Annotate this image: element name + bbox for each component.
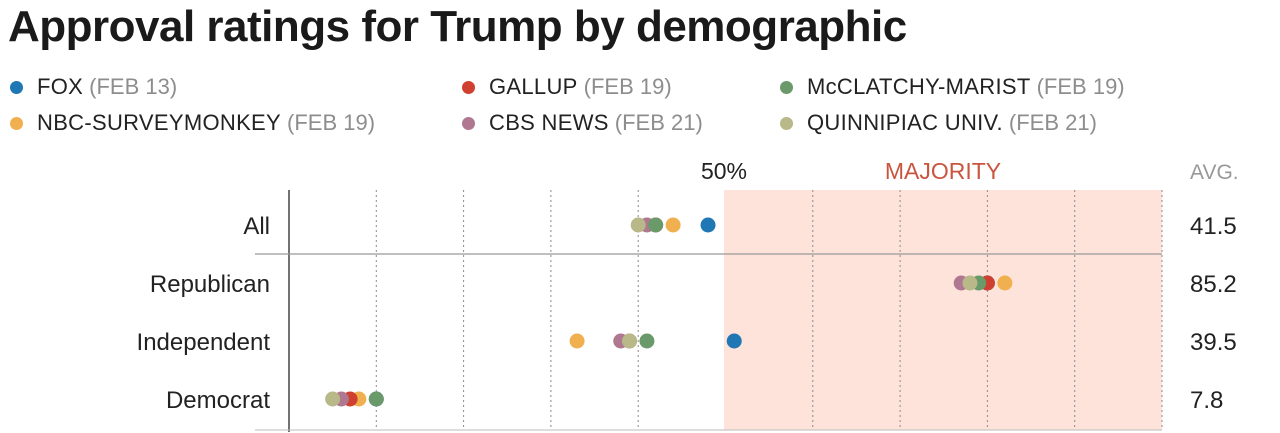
average-value: 39.5 <box>1190 329 1237 356</box>
legend-swatch <box>462 116 475 130</box>
legend-swatch <box>462 80 475 94</box>
data-point <box>630 217 646 233</box>
category-label: Democrat <box>166 387 270 414</box>
chart-title: Approval ratings for Trump by demographi… <box>8 2 907 51</box>
legend-item-mcclatchy-marist: McCLATCHY-MARIST (FEB 19) <box>780 72 1125 102</box>
legend-item-nbc-surveymonkey: NBC-SURVEYMONKEY (FEB 19) <box>10 108 375 138</box>
data-point <box>962 275 978 291</box>
legend-date: (FEB 21) <box>1008 110 1097 135</box>
legend-date: (FEB 19) <box>1036 74 1125 99</box>
category-labels: All Republican Independent Democrat <box>137 213 271 414</box>
legend-item-fox: FOX (FEB 13) <box>10 72 177 102</box>
reference-line-label: 50% <box>701 158 747 184</box>
legend-item-cbs-news: CBS NEWS (FEB 21) <box>462 108 703 138</box>
data-point <box>325 391 341 407</box>
legend: FOX (FEB 13) NBC-SURVEYMONKEY (FEB 19) G… <box>10 72 1260 142</box>
data-point <box>639 333 655 349</box>
legend-label: NBC-SURVEYMONKEY <box>37 110 281 135</box>
legend-swatch <box>10 116 23 130</box>
data-point <box>665 217 681 233</box>
majority-label: MAJORITY <box>885 158 1001 184</box>
legend-label: FOX <box>37 74 84 99</box>
legend-item-gallup: GALLUP (FEB 19) <box>462 72 672 102</box>
data-point <box>726 333 742 349</box>
category-label: All <box>243 213 270 240</box>
average-value: 7.8 <box>1190 387 1223 414</box>
data-point <box>569 333 585 349</box>
average-values: 41.5 85.2 39.5 7.8 <box>1190 213 1237 414</box>
legend-label: McCLATCHY-MARIST <box>807 74 1031 99</box>
average-value: 41.5 <box>1190 213 1237 240</box>
average-value: 85.2 <box>1190 271 1237 298</box>
data-point <box>368 391 384 407</box>
data-point <box>648 217 664 233</box>
avg-header: AVG. <box>1190 161 1239 184</box>
majority-region <box>724 190 1162 430</box>
legend-label: GALLUP <box>489 74 578 99</box>
category-label: Independent <box>137 329 271 356</box>
data-point <box>700 217 716 233</box>
legend-date: (FEB 19) <box>583 74 672 99</box>
data-points <box>325 217 1013 407</box>
legend-item-quinnipiac: QUINNIPIAC UNIV. (FEB 21) <box>780 108 1097 138</box>
data-point <box>997 275 1013 291</box>
legend-label: CBS NEWS <box>489 110 609 135</box>
legend-swatch <box>780 80 793 94</box>
legend-date: (FEB 21) <box>614 110 703 135</box>
category-label: Republican <box>150 271 270 298</box>
data-point <box>621 333 637 349</box>
legend-date: (FEB 13) <box>89 74 178 99</box>
legend-swatch <box>780 116 793 130</box>
legend-label: QUINNIPIAC UNIV. <box>807 110 1003 135</box>
legend-swatch <box>10 80 23 94</box>
legend-date: (FEB 19) <box>287 110 376 135</box>
